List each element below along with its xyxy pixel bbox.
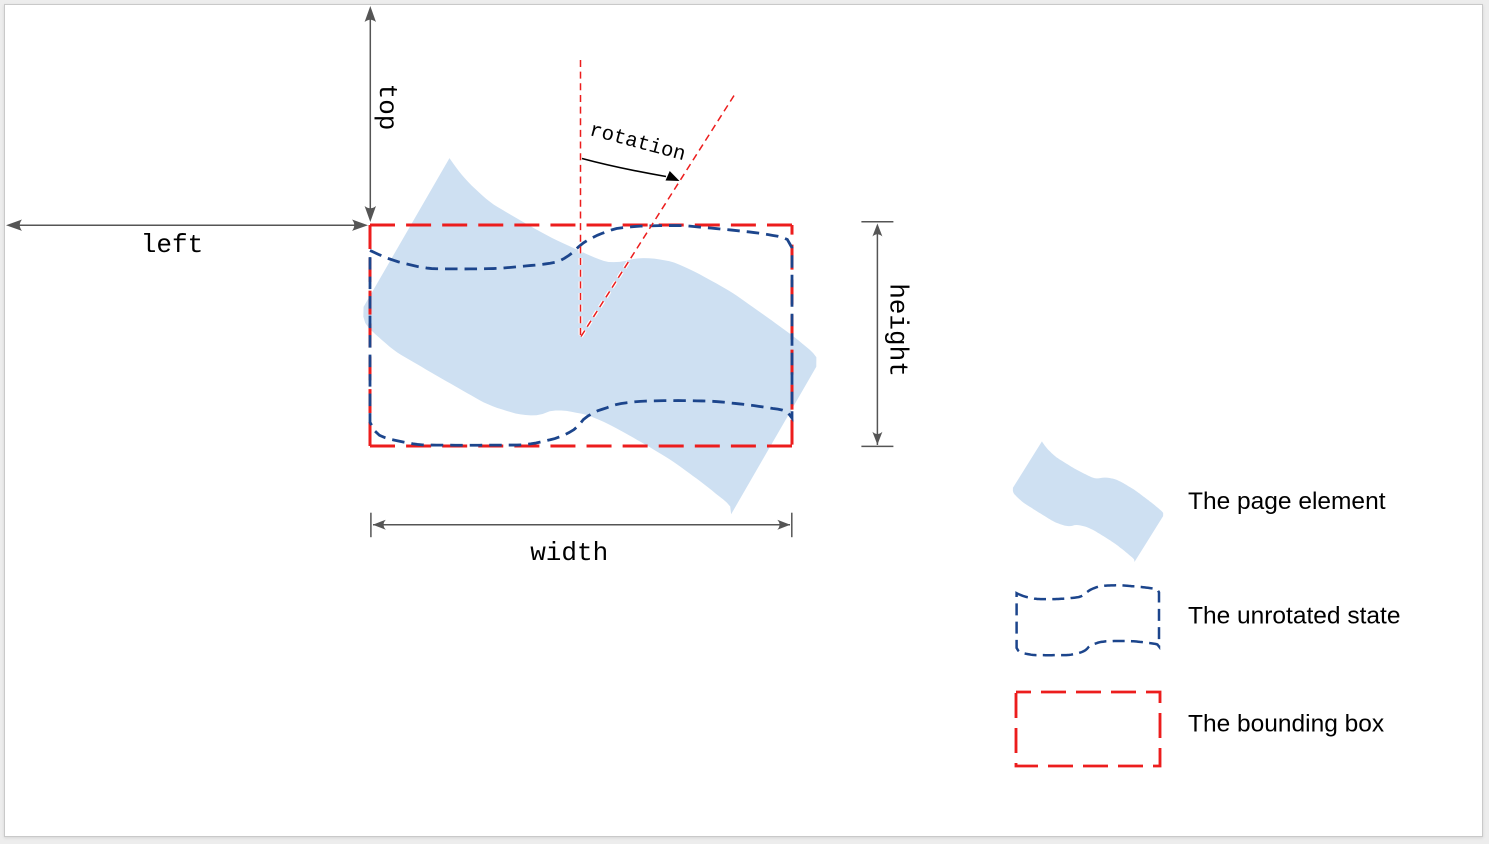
svg-text:width: width — [530, 538, 608, 568]
svg-text:left: left — [141, 230, 203, 260]
svg-text:The page element: The page element — [1188, 488, 1386, 515]
svg-text:The bounding box: The bounding box — [1188, 711, 1384, 738]
svg-text:top: top — [372, 84, 402, 131]
svg-text:The unrotated state: The unrotated state — [1188, 603, 1400, 630]
svg-text:height: height — [883, 283, 913, 377]
svg-text:rotation: rotation — [587, 119, 688, 167]
